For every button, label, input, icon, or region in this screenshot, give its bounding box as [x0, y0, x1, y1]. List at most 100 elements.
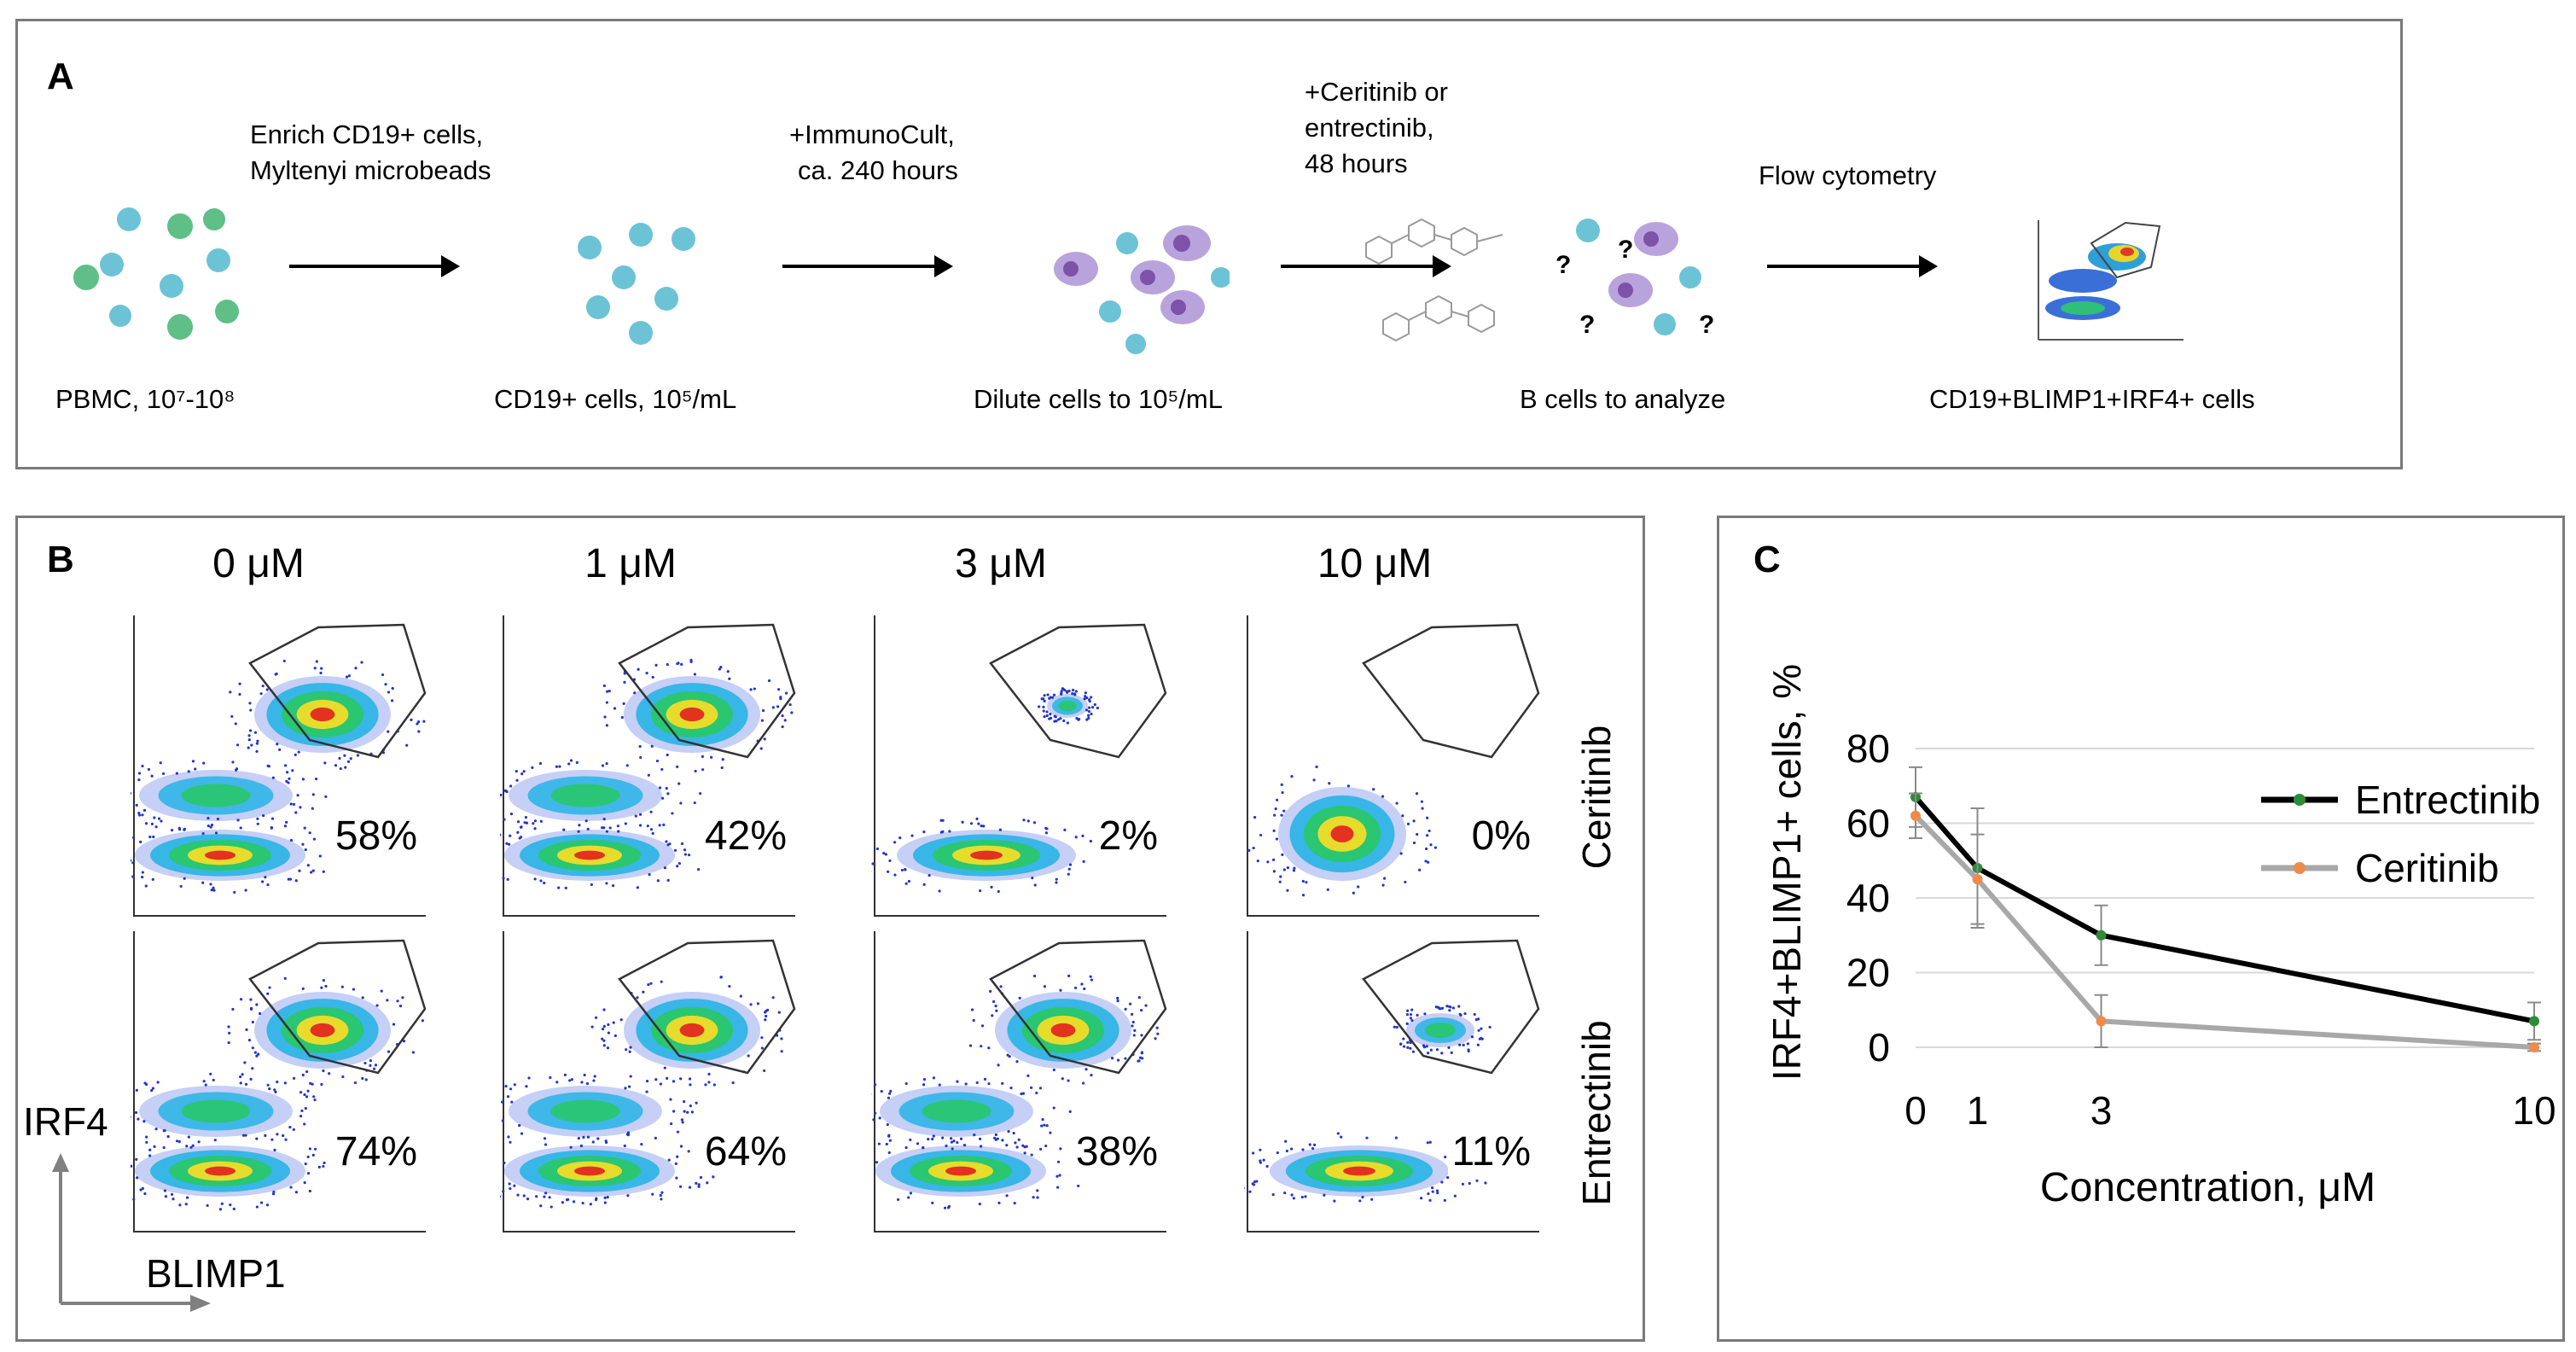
- event-dot: [1048, 697, 1050, 700]
- event-dot: [789, 703, 792, 706]
- event-dot: [509, 784, 512, 787]
- event-dot: [231, 760, 234, 763]
- event-dot: [594, 1075, 596, 1077]
- event-dot: [672, 1110, 675, 1112]
- event-dot: [1055, 720, 1057, 722]
- event-dot: [1077, 1185, 1079, 1187]
- event-dot: [1059, 717, 1061, 720]
- event-dot: [1094, 703, 1096, 706]
- event-dot: [677, 1131, 679, 1133]
- event-dot: [500, 794, 502, 796]
- event-dot: [613, 1022, 615, 1024]
- event-dot: [248, 1039, 251, 1041]
- pbmc-cells-illustration: [52, 175, 248, 346]
- event-dot: [969, 1044, 972, 1046]
- event-dot: [668, 1158, 671, 1161]
- event-dot: [621, 716, 624, 719]
- legend-label: Ceritinib: [2355, 846, 2499, 890]
- event-dot: [1074, 987, 1077, 989]
- panel-a-letter: A: [47, 55, 74, 98]
- density-blob: [182, 784, 251, 807]
- event-dot: [613, 707, 616, 709]
- event-dot: [992, 1000, 995, 1003]
- event-dot: [1061, 1077, 1064, 1080]
- event-dot: [1058, 1174, 1061, 1176]
- event-dot: [212, 1079, 215, 1081]
- event-dot: [322, 1069, 324, 1072]
- event-dot: [509, 1187, 511, 1190]
- event-dot: [1301, 1196, 1304, 1198]
- event-dot: [320, 667, 323, 670]
- event-dot: [1133, 1029, 1136, 1032]
- density-blob: [1051, 1023, 1076, 1037]
- event-dot: [294, 811, 297, 813]
- green-cell: [167, 314, 193, 340]
- flow-plot: 38%: [871, 928, 1170, 1235]
- series-line: [1916, 797, 2534, 1022]
- event-dot: [289, 1186, 292, 1188]
- event-dot: [1441, 1007, 1444, 1010]
- density-blob: [945, 1167, 976, 1176]
- event-dot: [1416, 833, 1418, 836]
- flow-plot-canvas: [131, 612, 429, 919]
- event-dot: [960, 1138, 962, 1140]
- event-dot: [505, 842, 508, 845]
- event-dot: [251, 1067, 253, 1069]
- plasma-nucleus: [1063, 261, 1079, 277]
- event-dot: [1273, 830, 1276, 832]
- event-dot: [660, 1192, 663, 1194]
- panel-b: B 0 μM 1 μM 3 μM 10 μM Ceritinib Entrect…: [15, 516, 1645, 1342]
- event-dot: [267, 1084, 270, 1087]
- event-dot: [642, 991, 644, 994]
- event-dot: [1429, 1141, 1432, 1144]
- event-dot: [500, 1195, 501, 1198]
- event-dot: [1426, 1045, 1428, 1047]
- gate-percent: 2%: [1096, 813, 1161, 860]
- event-dot: [1468, 1182, 1471, 1185]
- density-blob: [205, 851, 236, 860]
- flow-plot: 64%: [500, 928, 799, 1235]
- event-dot: [289, 878, 292, 881]
- event-dot: [555, 1081, 558, 1083]
- event-dot: [284, 977, 287, 980]
- event-dot: [887, 1123, 889, 1126]
- event-dot: [650, 828, 653, 830]
- event-dot: [285, 821, 288, 824]
- event-dot: [941, 1136, 944, 1139]
- event-dot: [990, 886, 992, 889]
- event-dot: [604, 1201, 607, 1203]
- event-dot: [532, 822, 534, 825]
- event-dot: [976, 1081, 979, 1084]
- y-tick-label: 20: [1846, 951, 1890, 995]
- event-dot: [1477, 1044, 1480, 1046]
- event-dot: [507, 1095, 509, 1098]
- question-mark: ?: [1699, 311, 1714, 339]
- event-dot: [683, 1110, 686, 1112]
- event-dot: [1006, 1054, 1009, 1057]
- event-dot: [141, 876, 143, 878]
- event-dot: [500, 833, 501, 836]
- event-dot: [562, 828, 565, 830]
- event-dot: [582, 1136, 584, 1139]
- event-dot: [1365, 1137, 1368, 1139]
- event-dot: [656, 760, 659, 762]
- event-dot: [328, 1072, 330, 1075]
- event-dot: [1090, 713, 1092, 715]
- event-dot: [209, 883, 212, 885]
- event-dot: [654, 1137, 657, 1139]
- plot-axes: [1247, 615, 1539, 916]
- event-dot: [544, 1143, 547, 1145]
- event-dot: [1063, 689, 1066, 691]
- event-dot: [721, 766, 724, 769]
- event-dot: [1040, 1125, 1043, 1128]
- event-dot: [923, 883, 926, 886]
- event-dot: [1333, 1200, 1335, 1203]
- event-dot: [1293, 867, 1295, 870]
- event-dot: [387, 1051, 390, 1053]
- event-dot: [256, 818, 259, 820]
- event-dot: [1061, 690, 1063, 692]
- b-cell: [1211, 267, 1230, 288]
- event-dot: [240, 826, 242, 829]
- plasma-nucleus: [1618, 283, 1633, 298]
- event-dot: [626, 764, 629, 766]
